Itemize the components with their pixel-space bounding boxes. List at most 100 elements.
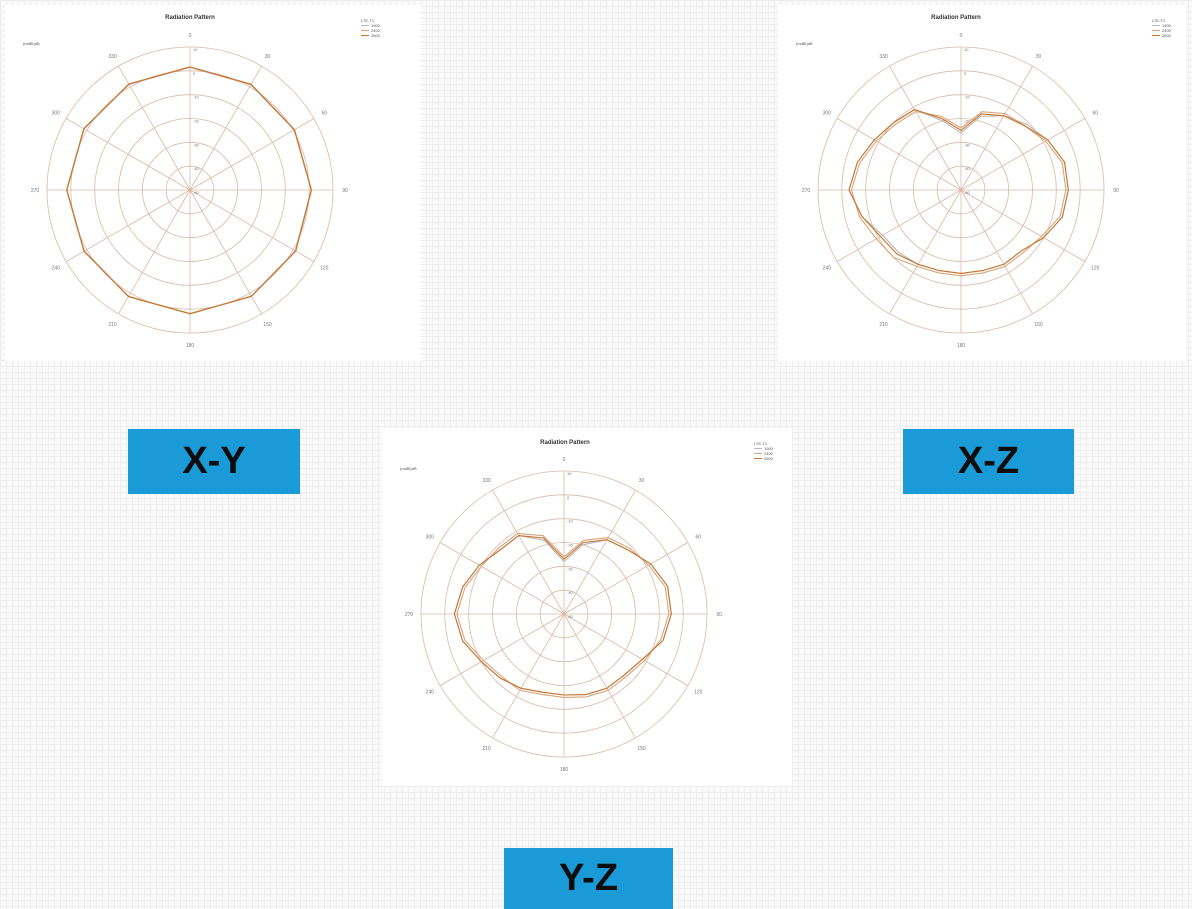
legend-label: 2600 [764,456,773,461]
grid-spoke [960,189,1033,315]
legend-label: 2400 [371,28,380,33]
polar-plot-xy: 0 30 60 90 120 150 180 210 240 270 300 330 10 0 -10 -20… [31,33,348,349]
radial-tick-label: 10 [193,47,198,52]
angle-tick-label: 240 [426,690,435,696]
angle-tick-label: 210 [108,322,117,328]
grid-spoke [889,65,962,191]
radial-tick-label: 10 [567,471,572,476]
angle-tick-label: 30 [265,54,271,60]
grid-spoke [189,118,315,191]
grid-spoke [563,489,636,615]
radial-tick-label: -40 [193,166,200,171]
angle-tick-label: 120 [320,266,329,272]
radial-tick-label: -40 [567,590,574,595]
grid-spoke [439,542,565,615]
grid-spoke [189,189,315,262]
angle-tick-label: 180 [957,343,966,349]
radial-tick-label: -40 [964,166,971,171]
legend-title: LTE-T1 [1152,18,1166,23]
radial-tick-label: 0 [567,495,570,500]
angle-tick-label: 270 [31,188,40,194]
legend-item: 2600 [1152,33,1171,38]
legend-item: 2600 [754,456,773,461]
angle-tick-label: 300 [823,111,832,117]
grid-spoke [563,542,689,615]
angle-tick-label: 180 [186,343,195,349]
legend-item: 1900 [361,23,380,28]
radial-tick-label: -10 [964,95,971,100]
grid-spoke [65,118,191,191]
angle-tick-label: 120 [1091,266,1100,272]
grid-spoke [189,65,262,191]
legend-swatch [361,35,369,36]
grid-spoke [960,189,1086,262]
radial-tick-label: -10 [193,95,200,100]
radial-tick-label: -50 [193,190,200,195]
chart-panel-xz: Radiation Pattern (mdBi)dB LTE-T1 1900 2… [778,5,1186,361]
polar-plot-yz: 0 30 60 90 120 150 180 210 240 270 300 330 10 0 -10 -20… [405,457,722,773]
grid-spoke [492,613,565,739]
polar-plot-xz: 0 30 60 90 120 150 180 210 240 270 300 330 10 0 -10 -20… [802,33,1119,349]
angle-tick-label: 150 [637,746,646,752]
chart-panel-yz: Radiation Pattern (mdBi)dB LTE-T1 1900 2… [382,428,792,786]
legend-item: 2600 [361,33,380,38]
grid-spoke [439,613,565,686]
angle-tick-label: 30 [1036,54,1042,60]
grid-spoke [889,189,962,315]
angle-tick-label: 210 [482,746,491,752]
plane-label-xy: X-Y [128,429,300,494]
angle-tick-label: 270 [802,188,811,194]
angle-tick-label: 330 [879,54,888,60]
radial-tick-label: -30 [567,566,574,571]
grid-spoke [118,189,191,315]
angle-tick-label: 90 [342,188,348,194]
legend-swatch [754,453,762,454]
chart-legend: LTE-T1 1900 2400 2600 [754,441,773,461]
angle-tick-label: 270 [405,612,414,618]
angle-tick-label: 240 [52,266,61,272]
angle-tick-label: 150 [1034,322,1043,328]
legend-title: LTE-T1 [754,441,768,446]
angle-tick-label: 180 [560,767,569,773]
grid-spoke [563,613,689,686]
legend-swatch [1152,30,1160,31]
grid-spoke [65,189,191,262]
legend-title: LTE-T1 [361,18,375,23]
chart-title: Radiation Pattern [165,15,215,21]
legend-label: 2400 [1162,28,1171,33]
angle-tick-label: 90 [716,612,722,618]
radial-tick-label: -30 [964,142,971,147]
legend-item: 2400 [361,28,380,33]
legend-label: 2600 [371,33,380,38]
legend-swatch [1152,25,1160,26]
radial-tick-label: -10 [567,519,574,524]
angle-tick-label: 150 [263,322,272,328]
angle-tick-label: 300 [52,111,61,117]
grid-spoke [960,65,1033,191]
grid-spoke [836,118,962,191]
angle-tick-label: 330 [108,54,117,60]
angle-tick-label: 30 [639,478,645,484]
chart-panel-xy: Radiation Pattern (mdBi)dB LTE-T1 1900 2… [5,5,421,361]
series-line-2400 [456,532,670,698]
unit-label: (mdBi)dB [796,41,813,46]
legend-label: 1900 [371,23,380,28]
series-line-2400 [850,111,1067,277]
grid-spoke [563,613,636,739]
grid-spoke [836,189,962,262]
legend-item: 1900 [1152,23,1171,28]
grid-spoke [492,489,565,615]
legend-item: 1900 [754,446,773,451]
plane-label-yz: Y-Z [504,848,673,909]
radial-tick-label: -50 [567,614,574,619]
unit-label: (mdBi)dB [400,466,417,471]
angle-tick-label: 60 [695,535,701,541]
angle-tick-label: 0 [960,33,963,39]
angle-tick-label: 60 [321,111,327,117]
chart-legend: LTE-T1 1900 2400 2600 [1152,18,1171,38]
grid-spoke [960,118,1086,191]
radial-tick-label: 10 [964,47,969,52]
series-line-2600 [453,535,672,696]
chart-title: Radiation Pattern [540,440,590,446]
grid-spoke [189,189,262,315]
